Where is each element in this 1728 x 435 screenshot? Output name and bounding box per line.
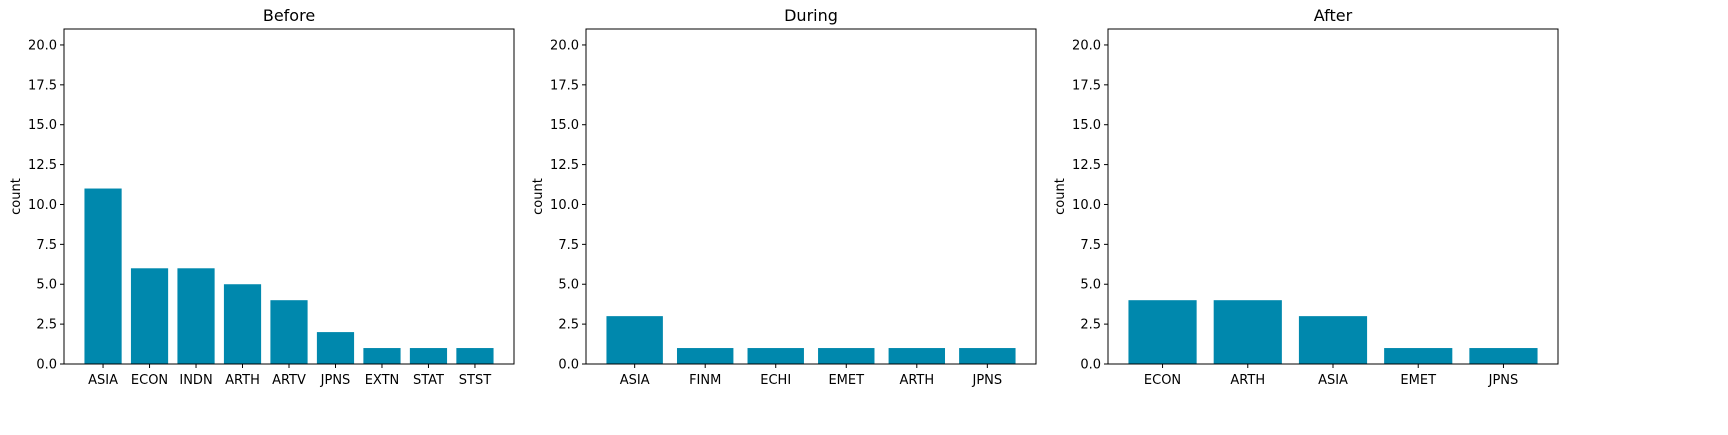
x-tick-label: JPNS [320, 373, 351, 388]
bar-artv [270, 300, 308, 364]
chart-panel-before: Before ASIA ECON INDN ARTH ARTV JPNS EXTN STAT ST… [9, 6, 515, 388]
y-tick-label: 7.5 [558, 238, 579, 253]
bar-indn [177, 268, 215, 364]
y-tick-label: 2.5 [36, 318, 57, 333]
x-tick-label: ARTH [225, 373, 260, 388]
y-tick-label: 12.5 [1072, 158, 1101, 173]
x-tick-label: EMET [1400, 373, 1436, 388]
bar-finm [676, 348, 734, 364]
y-tick-label: 5.0 [36, 278, 57, 293]
y-tick-label: 7.5 [36, 238, 57, 253]
bar-jpns [1469, 348, 1538, 364]
y-tick-label: 15.0 [1072, 118, 1101, 133]
bar-asia [1298, 316, 1368, 364]
y-tick-label: 20.0 [550, 38, 579, 53]
y-axis-label: count [531, 178, 546, 215]
x-tick-label: ASIA [88, 373, 118, 388]
bar-asia [606, 316, 663, 364]
x-tick-label: STST [459, 373, 491, 388]
chart-title: After [1314, 6, 1353, 25]
chart-panel-during: During ASIA FINM ECHI EMET ARTH JPNS 0.0 2.5 5.0 7… [531, 6, 1037, 388]
x-tick-label: ASIA [1318, 373, 1348, 388]
x-tick-label: ARTH [899, 373, 934, 388]
x-tick-label: JPNS [972, 373, 1003, 388]
bar-extn [363, 348, 401, 364]
y-tick-label: 0.0 [558, 358, 579, 373]
y-tick-label: 15.0 [550, 118, 579, 133]
bar-stat [409, 348, 448, 364]
y-tick-label: 0.0 [36, 358, 57, 373]
bar-econ [130, 268, 169, 364]
bar-jpns [316, 332, 355, 364]
x-tick-label: EMET [828, 373, 864, 388]
y-tick-label: 7.5 [1080, 238, 1101, 253]
x-tick-label: INDN [179, 373, 212, 388]
y-tick-label: 12.5 [28, 158, 57, 173]
y-tick-label: 17.5 [1072, 78, 1101, 93]
bar-arth [223, 284, 262, 364]
y-tick-label: 0.0 [1080, 358, 1101, 373]
bar-arth [888, 348, 946, 364]
x-tick-label: ARTV [272, 373, 306, 388]
y-tick-label: 20.0 [28, 38, 57, 53]
y-tick-label: 2.5 [1080, 318, 1101, 333]
axes-frame [63, 28, 515, 365]
bar-asia [84, 188, 122, 364]
x-tick-label: STAT [413, 373, 444, 388]
x-tick-label: JPNS [1488, 373, 1519, 388]
bar-arth [1213, 300, 1282, 364]
x-tick-label: ECON [1144, 373, 1181, 388]
y-tick-label: 10.0 [1072, 198, 1101, 213]
y-tick-label: 10.0 [550, 198, 579, 213]
x-tick-label: ECON [131, 373, 168, 388]
chart-title: Before [263, 6, 315, 25]
y-tick-label: 17.5 [550, 78, 579, 93]
y-tick-label: 10.0 [28, 198, 57, 213]
x-tick-label: ECHI [760, 373, 791, 388]
bar-emet [1384, 348, 1453, 364]
y-tick-label: 5.0 [1080, 278, 1101, 293]
y-tick-label: 12.5 [550, 158, 579, 173]
bar-echi [747, 348, 804, 364]
x-tick-label: ASIA [620, 373, 650, 388]
x-tick-label: ARTH [1230, 373, 1265, 388]
x-tick-label: FINM [689, 373, 721, 388]
bar-econ [1128, 300, 1197, 364]
y-tick-label: 5.0 [558, 278, 579, 293]
chart-panel-after: After ECON ARTH ASIA EMET JPNS 0.0 2.5 5.0 7.5 10.… [1053, 6, 1559, 388]
y-axis-label: count [1053, 178, 1068, 215]
axes-frame [1107, 28, 1559, 365]
axes-frame [585, 28, 1037, 365]
y-tick-label: 15.0 [28, 118, 57, 133]
bar-stst [456, 348, 494, 364]
chart-title: During [784, 6, 838, 25]
y-tick-label: 20.0 [1072, 38, 1101, 53]
bar-jpns [959, 348, 1016, 364]
y-tick-label: 17.5 [28, 78, 57, 93]
bar-emet [818, 348, 875, 364]
y-tick-label: 2.5 [558, 318, 579, 333]
y-axis-label: count [9, 178, 24, 215]
x-tick-label: EXTN [365, 373, 400, 388]
